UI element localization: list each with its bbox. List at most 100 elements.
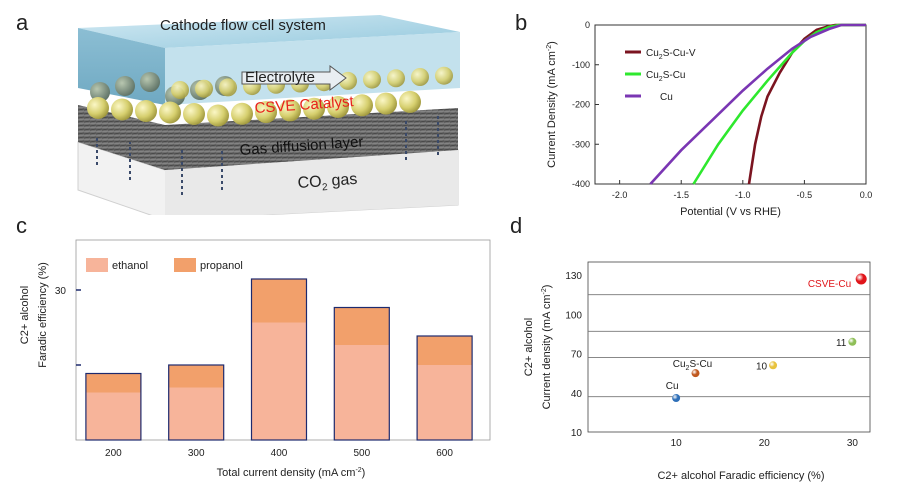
catalyst-sphere bbox=[435, 66, 453, 85]
panel-letter-a: a bbox=[16, 10, 29, 35]
catalyst-sphere bbox=[111, 98, 133, 121]
bar-ethanol bbox=[417, 365, 473, 440]
catalyst-sphere bbox=[279, 99, 301, 122]
y-tick-label: 130 bbox=[565, 271, 582, 282]
catalyst-sphere bbox=[303, 97, 325, 120]
y-tick-label: 10 bbox=[571, 428, 583, 439]
data-point-label: CSVE-Cu bbox=[808, 279, 851, 290]
y-tick-label: 30 bbox=[55, 286, 67, 297]
co2-gas-label: CO2 gas bbox=[297, 171, 358, 195]
x-tick-label: 600 bbox=[436, 448, 453, 459]
x-tick-label: -2.0 bbox=[612, 190, 628, 200]
y-tick-label: -300 bbox=[572, 139, 590, 149]
x-axis-label: Total current density (mA cm-2) bbox=[217, 467, 366, 479]
catalyst-sphere bbox=[87, 97, 109, 119]
bar-outline bbox=[85, 372, 142, 441]
bar-propanol bbox=[168, 365, 224, 388]
catalyst-sphere bbox=[399, 90, 421, 113]
legend-label: Cu bbox=[660, 92, 673, 103]
x-tick-label: 500 bbox=[353, 448, 370, 459]
legend-label: Cu2S-Cu-V bbox=[646, 48, 696, 61]
bar-ethanol bbox=[334, 345, 390, 440]
series-line bbox=[747, 23, 866, 185]
lsv-chart: -2.0 -1.5 -1.0 -0.5 0.0 0 -100 -200 -300 -400 Pote… bbox=[546, 20, 873, 218]
data-point bbox=[691, 369, 700, 378]
catalyst-sphere bbox=[183, 103, 205, 125]
bar-propanol bbox=[334, 307, 390, 345]
x-tick-label: 20 bbox=[759, 438, 771, 449]
y-axis-label: Current Density (mA cm-2) bbox=[546, 41, 558, 168]
y-axis-label-line1: C2+ alcohol bbox=[19, 286, 31, 344]
data-point bbox=[769, 361, 778, 370]
data-point-label: 11 bbox=[836, 338, 847, 349]
x-tick-label: 30 bbox=[847, 438, 859, 449]
gas-diffusion-layer-shape bbox=[78, 105, 458, 170]
bar-ethanol bbox=[251, 322, 307, 440]
catalyst-label: CSVE Catalyst bbox=[254, 93, 355, 117]
x-axis-label: Potential (V vs RHE) bbox=[680, 206, 781, 218]
y-tick-label: -200 bbox=[572, 100, 590, 110]
data-point bbox=[672, 394, 681, 402]
catalyst-sphere bbox=[195, 79, 213, 98]
plot-frame bbox=[587, 261, 871, 433]
catalyst-sphere bbox=[411, 68, 429, 86]
catalyst-sphere-back bbox=[115, 76, 135, 96]
x-tick-label: 0.0 bbox=[860, 190, 873, 200]
catalyst-sphere bbox=[231, 102, 253, 125]
legend-label: propanol bbox=[200, 260, 243, 272]
x-tick-label: 10 bbox=[671, 438, 683, 449]
bar-outline bbox=[416, 335, 473, 441]
catalyst-sphere bbox=[255, 101, 277, 124]
catalyst-sphere bbox=[351, 94, 373, 117]
catalyst-sphere bbox=[159, 101, 181, 124]
x-tick-label: 200 bbox=[105, 448, 122, 459]
data-point-label: 10 bbox=[756, 361, 768, 372]
catalyst-sphere bbox=[207, 104, 229, 127]
schematic-title: Cathode flow cell system bbox=[160, 17, 326, 34]
y-tick-label: -100 bbox=[572, 60, 590, 70]
y-axis-label-line2: Faradic efficiency (%) bbox=[37, 262, 49, 368]
legend-label: Cu2S-Cu bbox=[646, 70, 686, 83]
catalyst-sphere bbox=[327, 96, 349, 118]
y-tick-label: 40 bbox=[571, 389, 583, 400]
current-density-scatter-chart: 10 20 30 10 40 70 100 130 C2+ alcohol Faradic ef… bbox=[523, 261, 871, 482]
catalyst-spheres bbox=[87, 66, 453, 127]
bar-outline bbox=[333, 306, 390, 441]
x-tick-label: -1.5 bbox=[673, 190, 689, 200]
x-tick-label: 400 bbox=[271, 448, 288, 459]
panel-letter-d: d bbox=[510, 213, 523, 238]
y-axis-label-line2: Current density (mA cm-2) bbox=[541, 285, 553, 410]
legend-label: ethanol bbox=[112, 260, 148, 272]
x-tick-label: -1.0 bbox=[735, 190, 751, 200]
flow-cell-schematic: Cathode flow cell system Electrolyte CSV… bbox=[77, 15, 460, 215]
y-tick-label: 70 bbox=[571, 350, 583, 361]
legend-swatch bbox=[174, 258, 196, 272]
x-tick-label: 300 bbox=[188, 448, 205, 459]
catalyst-sphere bbox=[387, 69, 405, 88]
catalyst-sphere bbox=[375, 92, 397, 115]
legend-swatch bbox=[86, 258, 108, 272]
bar-ethanol bbox=[85, 392, 141, 440]
y-tick-label: -400 bbox=[572, 179, 590, 189]
data-point bbox=[848, 337, 857, 346]
bar-propanol bbox=[85, 373, 141, 393]
data-point-label: Cu2S-Cu bbox=[673, 359, 713, 372]
panel-letter-c: c bbox=[16, 213, 27, 238]
catalyst-sphere bbox=[171, 81, 189, 99]
bar-propanol bbox=[417, 336, 473, 365]
x-tick-label: -0.5 bbox=[797, 190, 813, 200]
catalyst-sphere-back bbox=[90, 82, 110, 102]
series-line bbox=[692, 23, 866, 185]
panel-letter-b: b bbox=[515, 10, 528, 35]
electrolyte-label: Electrolyte bbox=[245, 69, 315, 86]
bar-outline bbox=[168, 364, 225, 441]
data-point-label: Cu bbox=[666, 381, 679, 392]
data-point bbox=[855, 273, 867, 285]
plot-frame bbox=[594, 24, 867, 185]
bar-ethanol bbox=[168, 387, 224, 440]
y-tick-label: 0 bbox=[585, 20, 590, 30]
y-tick-label: 100 bbox=[565, 310, 582, 321]
bar-outline bbox=[250, 278, 308, 441]
series-line bbox=[649, 23, 866, 185]
catalyst-sphere bbox=[219, 78, 237, 97]
